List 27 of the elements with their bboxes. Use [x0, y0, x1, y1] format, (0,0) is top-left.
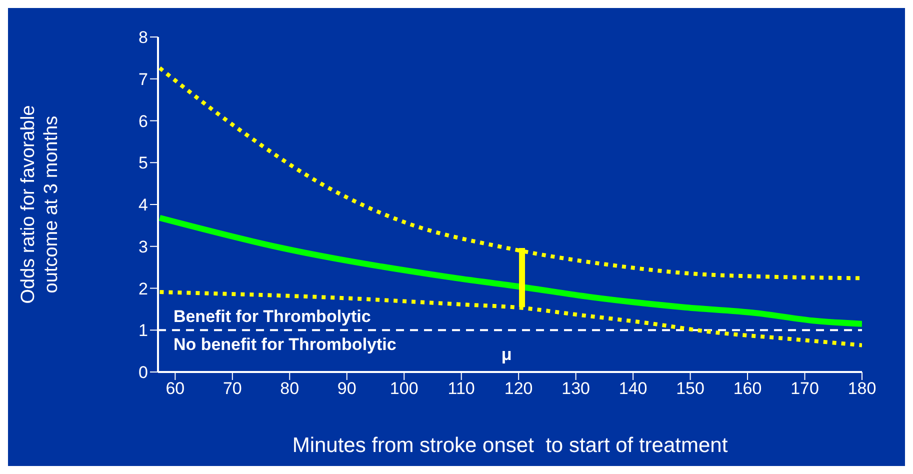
x-tick-label: 180 [848, 379, 876, 398]
x-tick-label: 170 [790, 379, 819, 398]
annotation: μ [501, 344, 512, 364]
x-tick-label: 110 [448, 379, 475, 398]
x-tick-label: 70 [222, 379, 242, 398]
x-tick-label: 60 [166, 379, 185, 398]
y-tick-label: 0 [138, 363, 148, 382]
x-tick-label: 90 [337, 379, 356, 398]
x-tick-label: 140 [618, 379, 648, 398]
y-tick-label: 8 [138, 28, 148, 48]
y-tick-label: 5 [138, 154, 148, 173]
x-tick-label: 150 [676, 379, 704, 398]
x-axis-title: Minutes from stroke onset to start of treatment [292, 434, 728, 457]
y-tick-label: 6 [138, 112, 148, 131]
x-tick-label: 160 [733, 379, 762, 398]
annotation: No benefit for Thrombolytic [173, 335, 396, 354]
x-tick-label: 80 [280, 379, 300, 398]
x-tick-label: 120 [504, 379, 533, 398]
x-tick-label: 100 [390, 379, 418, 398]
y-tick-label: 4 [138, 196, 148, 215]
x-tick-label: 130 [562, 379, 590, 398]
annotation: Benefit for Thrombolytic [173, 307, 371, 326]
y-axis-title: Odds ratio for favorable outcome at 3 months [18, 105, 62, 304]
y-tick-label: 2 [138, 279, 148, 298]
y-tick-label: 3 [138, 237, 148, 256]
y-tick-label: 7 [138, 70, 148, 89]
y-tick-label: 1 [138, 321, 148, 340]
